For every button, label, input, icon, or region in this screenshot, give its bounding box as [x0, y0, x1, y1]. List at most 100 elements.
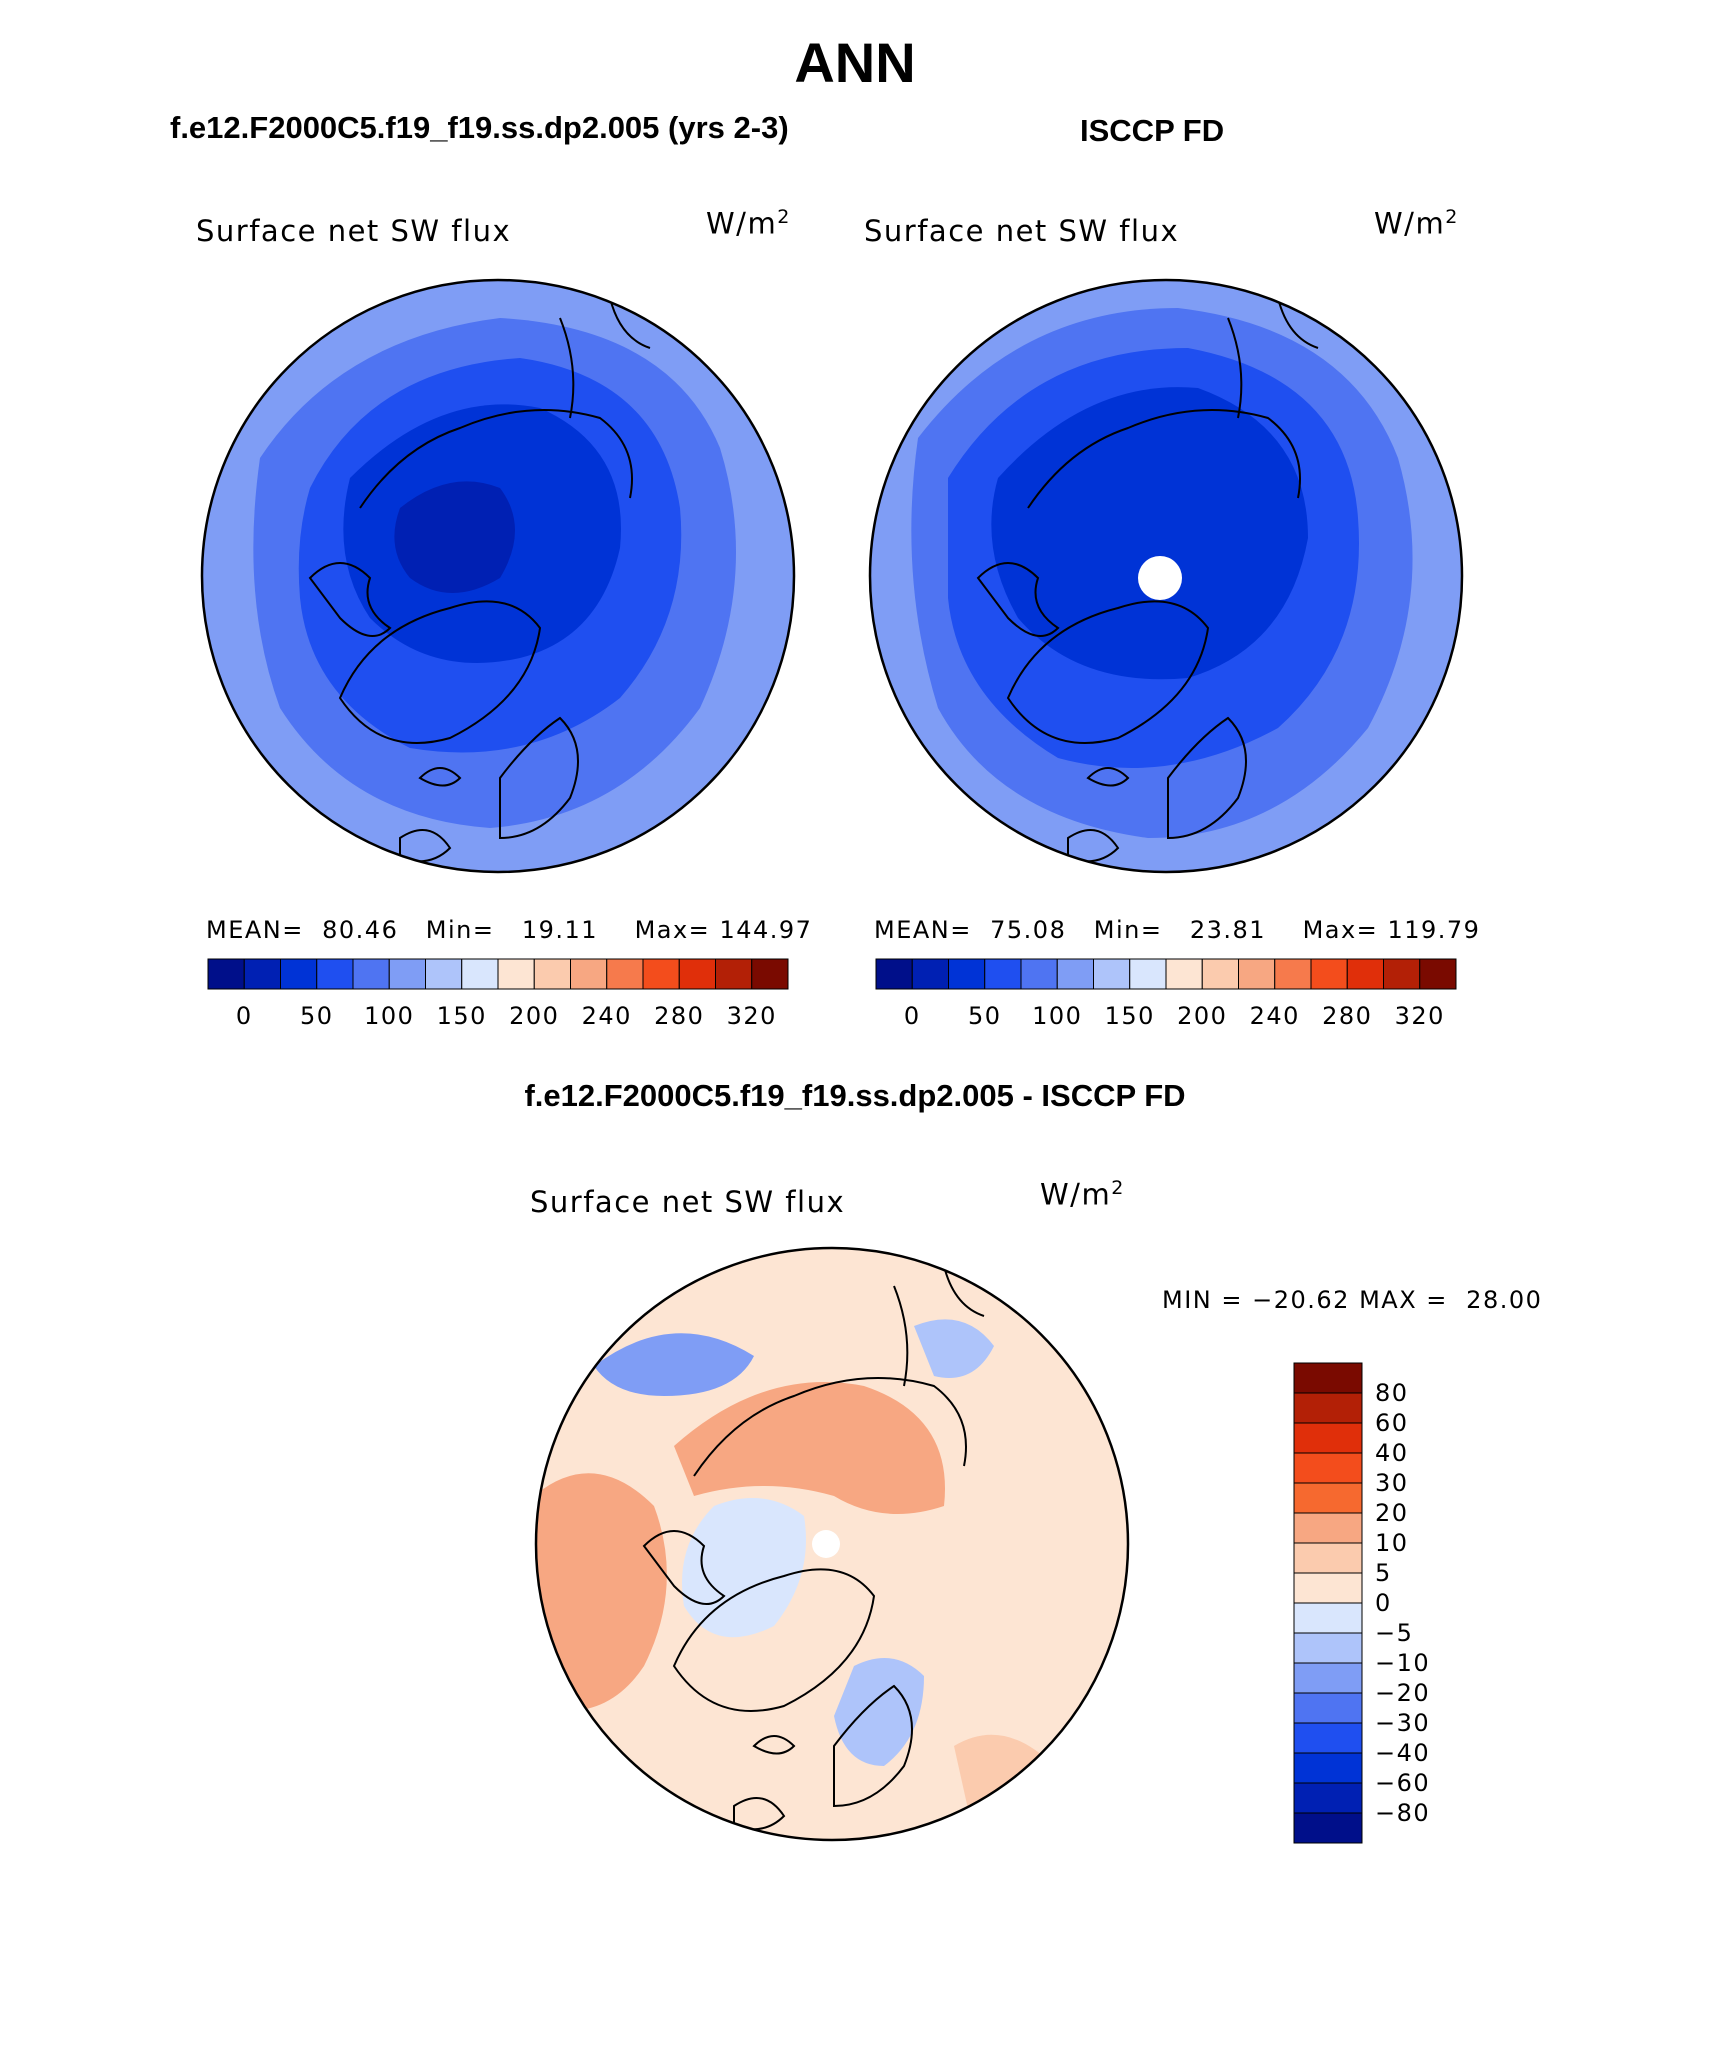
colorbar-tick-label: 280: [654, 1002, 705, 1030]
colorbar-swatch: [1293, 1692, 1363, 1724]
case-coast-scandinavia: [499, 716, 579, 840]
obs-coast-canada: [976, 562, 1060, 637]
obs-coast-iceland: [1086, 767, 1130, 787]
diff-map-boundary: [534, 1246, 1130, 1842]
obs-colorbar: [875, 958, 1457, 990]
diff-coast-canada: [642, 1530, 726, 1605]
colorbar-swatch: [1201, 958, 1239, 990]
colorbar-swatch: [388, 958, 426, 990]
colorbar-swatch: [984, 958, 1022, 990]
colorbar-swatch: [1129, 958, 1167, 990]
colorbar-swatch: [1383, 958, 1421, 990]
colorbar-swatch: [911, 958, 949, 990]
page-title: ANN: [794, 31, 916, 94]
colorbar-tick-label: 0: [1375, 1589, 1392, 1617]
colorbar-tick-label: 0: [235, 1002, 253, 1030]
colorbar-swatch: [1293, 1632, 1363, 1664]
colorbar-tick-label: 60: [1375, 1409, 1409, 1437]
colorbar-swatch: [1293, 1752, 1363, 1784]
colorbar-swatch: [715, 958, 753, 990]
colorbar-tick-label: 5: [1375, 1559, 1392, 1587]
colorbar-tick-label: 240: [581, 1002, 632, 1030]
colorbar-swatch: [1293, 1572, 1363, 1604]
colorbar-tick-label: 50: [967, 1002, 1002, 1030]
obs-variable-label: Surface net SW flux: [864, 214, 1180, 248]
colorbar-swatch: [751, 958, 789, 990]
colorbar-swatch: [875, 958, 913, 990]
diff-map-missing-pole: [812, 1530, 840, 1558]
colorbar-swatch: [1274, 958, 1312, 990]
colorbar-tick-label: 10: [1375, 1529, 1409, 1557]
case-panel-title: f.e12.F2000C5.f19_f19.ss.dp2.005 (yrs 2-…: [170, 110, 789, 145]
case-coast-canada: [308, 562, 392, 637]
case-map-field-core: [394, 481, 515, 593]
colorbar-tick-label: −5: [1375, 1619, 1414, 1647]
obs-map-coastlines: [976, 297, 1319, 863]
colorbar-swatch: [678, 958, 716, 990]
diff-panel-title: f.e12.F2000C5.f19_f19.ss.dp2.005 - ISCCP…: [524, 1078, 1186, 1113]
colorbar-swatch: [1165, 958, 1203, 990]
colorbar-tick-label: 200: [509, 1002, 560, 1030]
case-unit-label: W/m2: [706, 206, 791, 241]
colorbar-swatch: [533, 958, 571, 990]
colorbar-swatch: [1093, 958, 1131, 990]
obs-map-boundary: [868, 278, 1464, 874]
colorbar-tick-label: 20: [1375, 1499, 1409, 1527]
colorbar-swatch: [1293, 1782, 1363, 1814]
colorbar-tick-label: −10: [1375, 1649, 1431, 1677]
case-polar-map: [200, 278, 796, 874]
obs-coast-scandinavia: [1167, 716, 1247, 840]
colorbar-swatch: [1293, 1602, 1363, 1634]
colorbar-swatch: [642, 958, 680, 990]
colorbar-tick-label: −40: [1375, 1739, 1431, 1767]
diff-polar-map: [534, 1246, 1130, 1842]
colorbar-swatch: [497, 958, 535, 990]
colorbar-swatch: [1310, 958, 1348, 990]
colorbar-swatch: [1293, 1392, 1363, 1424]
case-coast-siberia: [359, 409, 633, 509]
colorbar-swatch: [1293, 1512, 1363, 1544]
colorbar-swatch: [243, 958, 281, 990]
case-colorbar: [207, 958, 789, 990]
colorbar-swatch: [425, 958, 463, 990]
obs-polar-map: [868, 278, 1464, 874]
colorbar-tick-label: 40: [1375, 1439, 1409, 1467]
diff-map-field-alaska-neg: [914, 1319, 994, 1378]
colorbar-swatch: [1293, 1662, 1363, 1694]
case-variable-label: Surface net SW flux: [196, 214, 512, 248]
colorbar-tick-label: 150: [1104, 1002, 1155, 1030]
colorbar-swatch: [570, 958, 608, 990]
colorbar-swatch: [1293, 1722, 1363, 1754]
colorbar-tick-label: 0: [903, 1002, 921, 1030]
colorbar-tick-label: 100: [1032, 1002, 1083, 1030]
obs-coast-siberia: [1027, 409, 1301, 509]
diff-coast-siberia: [693, 1377, 967, 1477]
diff-variable-label: Surface net SW flux: [530, 1185, 846, 1219]
diff-coast-alaska: [893, 1265, 985, 1387]
colorbar-swatch: [1293, 1362, 1363, 1394]
colorbar-tick-label: 100: [364, 1002, 415, 1030]
colorbar-tick-label: 50: [299, 1002, 334, 1030]
colorbar-swatch: [280, 958, 318, 990]
diff-coast-greenland: [672, 1568, 876, 1712]
colorbar-swatch: [1293, 1482, 1363, 1514]
colorbar-swatch: [316, 958, 354, 990]
colorbar-tick-label: 80: [1375, 1379, 1409, 1407]
colorbar-swatch: [352, 958, 390, 990]
colorbar-tick-label: 280: [1322, 1002, 1373, 1030]
diff-unit-label: W/m2: [1040, 1177, 1125, 1212]
colorbar-swatch: [606, 958, 644, 990]
case-coast-greenland: [338, 600, 542, 744]
colorbar-swatch: [1346, 958, 1384, 990]
case-coast-alaska: [559, 297, 651, 419]
colorbar-swatch: [461, 958, 499, 990]
obs-map-missing-pole: [1138, 556, 1182, 600]
obs-stats-line: MEAN= 75.08 Min= 23.81 Max= 119.79: [874, 916, 1481, 944]
colorbar-swatch: [1293, 1542, 1363, 1574]
obs-unit-label: W/m2: [1374, 206, 1459, 241]
colorbar-tick-label: −60: [1375, 1769, 1431, 1797]
colorbar-tick-label: −80: [1375, 1799, 1431, 1827]
diff-map-field-arctic-pos: [674, 1382, 945, 1514]
diff-map-field-scandinavia-neg: [834, 1658, 924, 1766]
colorbar-tick-label: 200: [1177, 1002, 1228, 1030]
